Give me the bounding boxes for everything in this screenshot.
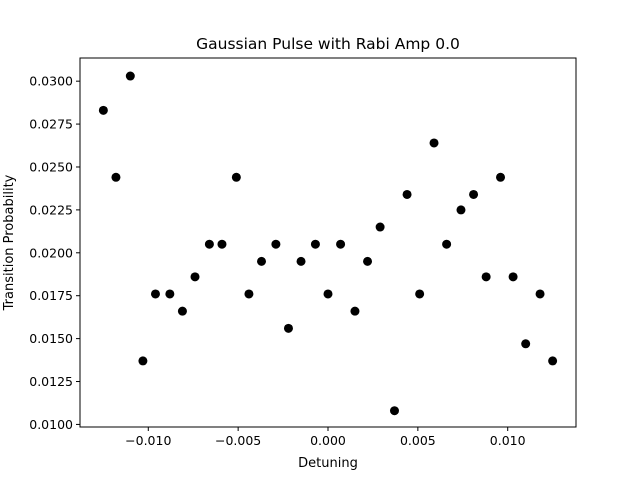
data-point [231,172,241,182]
data-point [363,256,373,266]
data-point [508,272,518,282]
data-point [138,356,148,366]
data-point [244,289,254,299]
data-point [165,289,175,299]
y-tick-label: 0.0100 [29,417,73,432]
data-point [481,272,491,282]
data-point [402,189,412,199]
data-point [296,256,306,266]
data-point [469,189,479,199]
data-point [177,306,187,316]
data-point [323,289,333,299]
x-tick-label: 0.000 [310,433,346,448]
x-tick-label: −0.005 [215,433,261,448]
x-tick-label: −0.010 [125,433,171,448]
x-axis-label: Detuning [298,456,358,471]
data-point [375,222,385,232]
data-point [548,356,558,366]
data-point [190,272,200,282]
data-point [336,239,346,249]
data-point [535,289,545,299]
data-point [150,289,160,299]
x-tick-label: 0.010 [490,433,526,448]
y-tick-label: 0.0175 [29,288,73,303]
data-point [496,172,506,182]
plot-frame [79,57,577,428]
data-point [415,289,425,299]
chart-title: Gaussian Pulse with Rabi Amp 0.0 [196,35,460,53]
data-point [429,138,439,148]
data-point [204,239,214,249]
y-tick-label: 0.0250 [29,159,73,174]
y-axis-label: Transition Probability [2,174,17,311]
data-point [442,239,452,249]
data-point [310,239,320,249]
data-points [98,71,558,416]
data-point [217,239,227,249]
data-point [456,205,466,215]
data-point [350,306,360,316]
data-point [98,105,108,115]
x-tick-label: 0.005 [400,433,436,448]
data-point [271,239,281,249]
y-tick-label: 0.0275 [29,117,73,132]
axis-ticks: −0.010 −0.005 0.000 0.005 0.010 0.0100 0.0125 0… [29,74,525,448]
data-point [389,406,399,416]
y-tick-label: 0.0150 [29,331,73,346]
data-point [257,256,267,266]
y-tick-label: 0.0200 [29,245,73,260]
data-point [521,339,531,349]
data-point [125,71,135,81]
y-tick-label: 0.0125 [29,374,73,389]
data-point [283,323,293,333]
data-point [111,172,121,182]
y-tick-label: 0.0300 [29,74,73,89]
y-tick-label: 0.0225 [29,202,73,217]
